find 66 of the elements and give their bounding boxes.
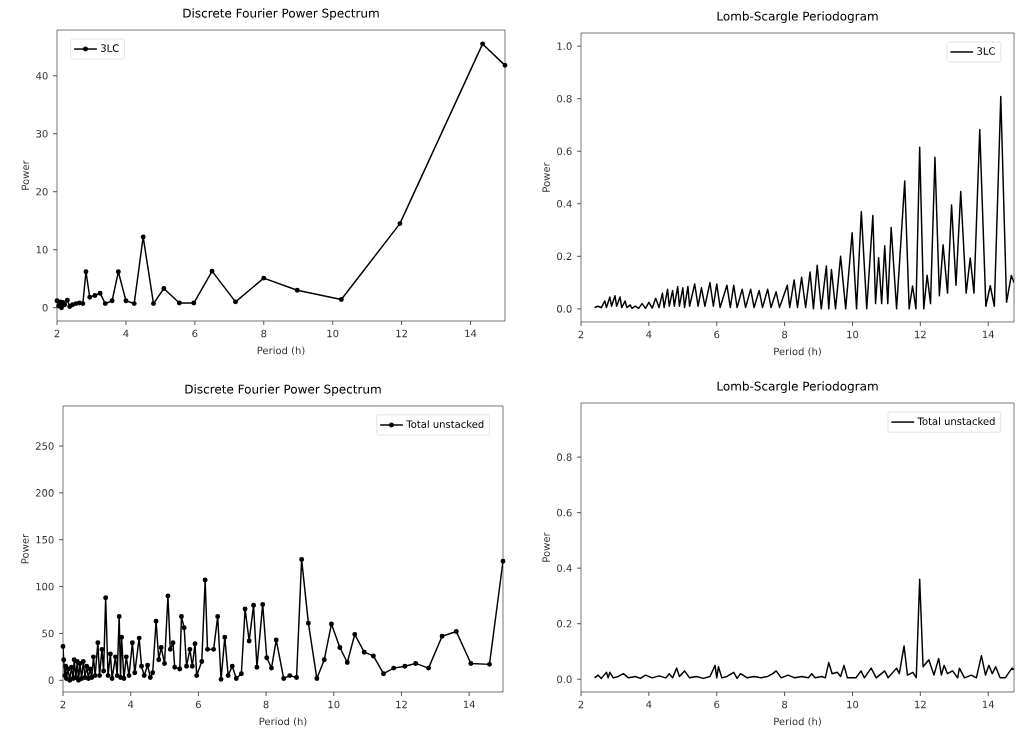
x-tick-label: 2 [54,329,60,338]
x-axis-title: Period (h) [774,717,821,727]
y-tick-label: 10 [36,245,48,254]
x-tick-label: 8 [261,329,267,338]
y-tick-label: 0.4 [557,199,572,208]
y-tick-label: 0.0 [557,675,572,684]
y-tick-label: 0.6 [557,147,572,156]
y-tick-label: 0 [48,676,54,685]
x-tick-label: 6 [714,330,720,339]
x-axis-title: Period (h) [257,346,305,356]
y-tick-label: 30 [36,129,48,138]
x-tick-label: 4 [128,700,134,708]
x-tick-label: 4 [646,330,652,338]
x-axis-title: Period (h) [774,347,821,357]
y-tick-label: 150 [36,535,54,544]
x-tick-label: 10 [327,329,339,338]
y-tick-label: 0.2 [557,619,572,628]
chart-title: Discrete Fourier Power Spectrum [183,8,379,20]
x-tick-label: 14 [465,329,477,337]
x-tick-label: 8 [263,700,269,709]
x-tick-label: 12 [915,700,926,709]
y-tick-label: 40 [36,72,48,80]
y-axis-title: Power [21,533,29,564]
legend-label: 3LC [101,44,119,52]
chart-title: Discrete Fourier Power Spectrum [185,384,381,396]
y-tick-label: 0.0 [557,305,572,313]
x-axis-title: Period (h) [259,717,307,727]
y-tick-label: 0 [42,303,48,312]
x-tick-label: 4 [646,700,652,708]
x-tick-label: 14 [463,700,475,708]
x-tick-label: 10 [847,700,859,709]
x-tick-label: 6 [195,700,201,709]
y-tick-label: 0.8 [557,453,572,461]
x-tick-label: 6 [192,329,198,338]
y-axis-title: Power [542,162,550,192]
legend-label: 3LC [977,47,995,55]
y-tick-label: 20 [36,187,48,196]
y-tick-label: 250 [35,442,54,450]
x-tick-label: 12 [915,330,926,339]
x-tick-label: 14 [982,330,995,338]
x-tick-label: 4 [123,329,129,337]
y-tick-label: 0.4 [557,564,572,572]
legend-label: Total unstacked [917,417,995,426]
y-tick-label: 0.6 [557,508,572,517]
x-tick-label: 12 [396,700,407,709]
x-tick-label: 6 [714,700,720,709]
x-tick-label: 2 [578,700,584,709]
x-tick-label: 2 [578,330,584,339]
y-axis-title: Power [542,532,550,562]
y-tick-label: 1.0 [557,42,572,50]
y-tick-label: 200 [35,489,54,497]
y-tick-label: 0.8 [557,94,572,103]
legend-label: Total unstacked [406,420,484,428]
chart-title: Lomb-Scargle Periodogram [717,381,878,393]
chart-title: Lomb-Scargle Periodogram [717,11,878,23]
x-tick-label: 10 [847,330,859,339]
x-tick-label: 12 [396,329,407,338]
x-tick-label: 14 [982,700,995,708]
y-axis-title: Power [21,160,30,190]
x-tick-label: 8 [782,330,788,339]
y-tick-label: 100 [36,582,54,591]
y-tick-label: 0.2 [557,252,572,261]
x-tick-label: 8 [782,700,788,709]
x-tick-label: 10 [328,700,340,709]
y-tick-label: 50 [42,629,54,638]
x-tick-label: 2 [60,700,66,709]
